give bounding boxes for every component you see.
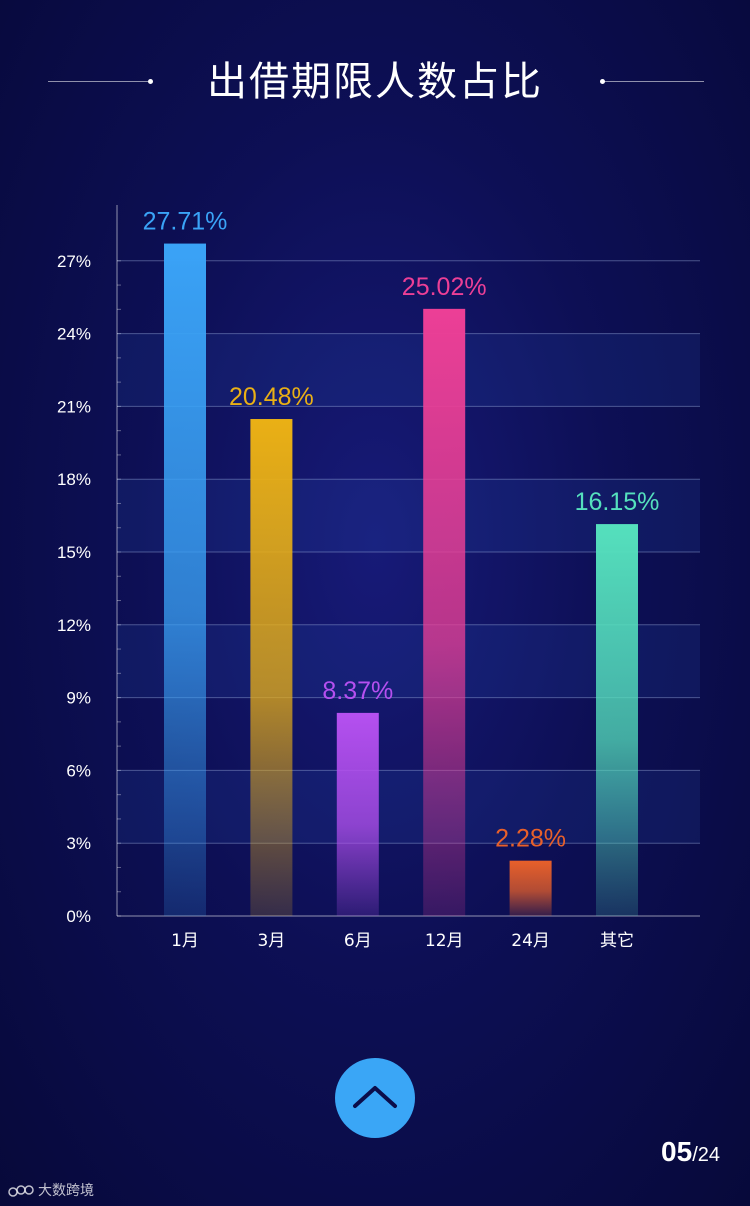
scroll-up-button[interactable]: [335, 1058, 415, 1138]
y-tick-label: 21%: [57, 397, 91, 416]
data-label: 2.28%: [495, 825, 566, 853]
data-label: 20.48%: [229, 383, 314, 411]
watermark-text: 大数跨境: [38, 1183, 94, 1199]
y-tick-label: 15%: [57, 543, 91, 562]
bar-12月: [423, 308, 466, 916]
x-tick-label: 6月: [344, 931, 372, 951]
y-tick-label: 12%: [57, 616, 91, 635]
title-decoration-right: [604, 81, 704, 82]
title-decoration-dot-right: [600, 79, 605, 84]
page-title: 出借期限人数占比: [207, 59, 543, 105]
chevron-up-icon: [353, 1086, 397, 1108]
y-tick-label: 3%: [66, 834, 91, 853]
y-tick-label: 18%: [57, 470, 91, 489]
page-indicator: 05/24: [661, 1136, 720, 1168]
watermark: 大数跨境: [8, 1180, 94, 1200]
data-label: 25.02%: [402, 273, 487, 301]
bar-其它: [596, 524, 638, 916]
y-tick-label: 24%: [57, 325, 91, 344]
grid-band: [117, 333, 700, 407]
x-tick-label: 3月: [257, 931, 285, 951]
y-tick-label: 9%: [66, 689, 91, 708]
page-current: 05: [661, 1136, 693, 1167]
title-decoration-dot-left: [148, 79, 153, 84]
data-label: 27.71%: [143, 208, 228, 236]
x-tick-label: 12月: [425, 931, 464, 951]
y-tick-label: 0%: [66, 907, 91, 926]
bar-6月: [336, 712, 379, 916]
y-tick-label: 6%: [66, 761, 91, 780]
x-tick-label: 24月: [511, 931, 550, 951]
bar-chart: 0% 3% 6% 9% 12% 15% 18% 21% 24% 27% 27.71% 1月 20.48%…: [57, 207, 700, 951]
page-total: 24: [697, 1144, 720, 1166]
page-separator: /: [692, 1144, 698, 1166]
y-tick-label: 27%: [57, 252, 91, 271]
watermark-logo-icon: [8, 1185, 34, 1197]
bar-24月: [509, 860, 552, 916]
x-tick-label: 其它: [600, 931, 634, 951]
bar-1月: [164, 243, 206, 916]
bar-3月: [250, 419, 293, 916]
data-label: 8.37%: [322, 677, 393, 705]
data-label: 16.15%: [575, 488, 660, 516]
title-decoration-left: [48, 81, 148, 82]
x-tick-label: 1月: [171, 931, 199, 951]
title-bar: 出借期限人数占比: [0, 52, 750, 112]
